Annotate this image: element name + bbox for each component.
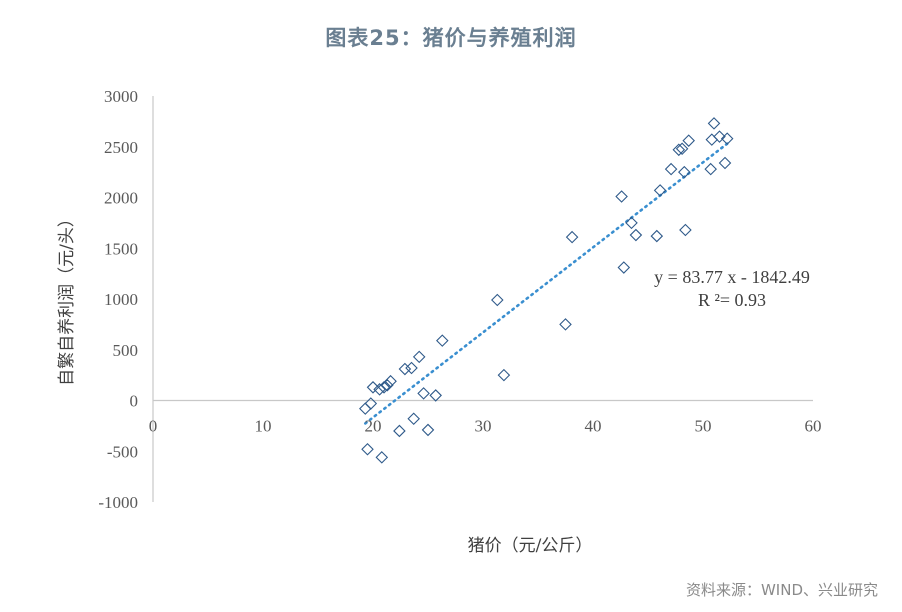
y-tick-label: -1000 bbox=[98, 493, 138, 512]
scatter-point bbox=[491, 293, 504, 307]
scatter-point bbox=[429, 389, 442, 402]
scatter-point bbox=[664, 162, 678, 176]
r-squared-label: R ²= 0.93 bbox=[698, 290, 766, 310]
y-tick-label: 1000 bbox=[104, 290, 138, 309]
x-tick-label: 30 bbox=[475, 417, 492, 436]
scatter-point bbox=[405, 361, 418, 375]
source-note: 资料来源：WIND、兴业研究 bbox=[685, 581, 878, 599]
y-axis-title: 自繁自养利润（元/头） bbox=[57, 210, 77, 386]
scatter-point bbox=[377, 381, 391, 394]
y-tick-label: 1500 bbox=[104, 239, 138, 258]
scatter-point bbox=[381, 378, 394, 392]
scatter-point bbox=[375, 451, 389, 464]
scatter-point bbox=[678, 165, 691, 179]
scatter-point bbox=[682, 134, 695, 147]
x-axis-title: 猪价（元/公斤） bbox=[468, 536, 593, 556]
scatter-point bbox=[625, 216, 638, 230]
trendline-equation: y = 83.77 x - 1842.49 bbox=[654, 267, 810, 287]
scatter-point bbox=[718, 156, 732, 170]
y-tick-label: 2000 bbox=[104, 189, 138, 208]
scatter-point bbox=[421, 423, 435, 437]
scatter-point bbox=[398, 362, 412, 376]
scatter-point bbox=[436, 334, 449, 347]
scatter-point bbox=[713, 130, 726, 143]
scatter-point bbox=[359, 402, 372, 415]
x-tick-label: 20 bbox=[365, 417, 382, 436]
scatter-point bbox=[629, 228, 643, 242]
scatter-point bbox=[705, 133, 719, 146]
x-tick-label: 0 bbox=[149, 417, 158, 436]
scatter-point bbox=[364, 397, 378, 410]
scatter-point bbox=[720, 132, 734, 145]
x-tick-label: 60 bbox=[805, 417, 822, 436]
scatter-point bbox=[497, 368, 511, 382]
scatter-point bbox=[617, 261, 631, 274]
scatter-point bbox=[672, 143, 686, 157]
scatter-point bbox=[412, 350, 426, 364]
scatter-point bbox=[679, 223, 692, 237]
scatter-point bbox=[361, 442, 374, 456]
y-tick-label: -500 bbox=[107, 442, 138, 461]
scatter-point bbox=[407, 412, 420, 426]
scatter-point bbox=[565, 230, 579, 244]
x-tick-label: 50 bbox=[695, 417, 712, 436]
chart-title: 图表25：猪价与养殖利润 bbox=[325, 26, 577, 50]
scatter-point bbox=[650, 229, 664, 243]
scatter-point bbox=[653, 184, 667, 197]
y-tick-label: 0 bbox=[130, 392, 139, 411]
trendline bbox=[363, 142, 729, 425]
scatter-point bbox=[615, 190, 628, 203]
y-tick-label: 3000 bbox=[104, 87, 138, 106]
x-tick-label: 10 bbox=[255, 417, 272, 436]
data-points bbox=[359, 117, 734, 464]
tick-labels: 3000 2500 2000 1500 1000 500 0 -500 -1000 0 10 20 30… bbox=[98, 87, 821, 512]
scatter-point bbox=[704, 162, 717, 176]
scatter-point bbox=[417, 387, 430, 400]
scatter-point bbox=[366, 381, 380, 394]
y-tick-label: 500 bbox=[113, 341, 139, 360]
x-tick-label: 40 bbox=[585, 417, 602, 436]
y-tick-label: 2500 bbox=[104, 138, 138, 157]
trendline-layer bbox=[363, 142, 729, 425]
scatter-point bbox=[384, 374, 397, 388]
scatter-point bbox=[393, 424, 406, 438]
axes bbox=[152, 96, 813, 502]
scatter-point bbox=[559, 318, 572, 331]
scatter-point bbox=[707, 117, 721, 130]
scatter-point bbox=[675, 142, 689, 156]
